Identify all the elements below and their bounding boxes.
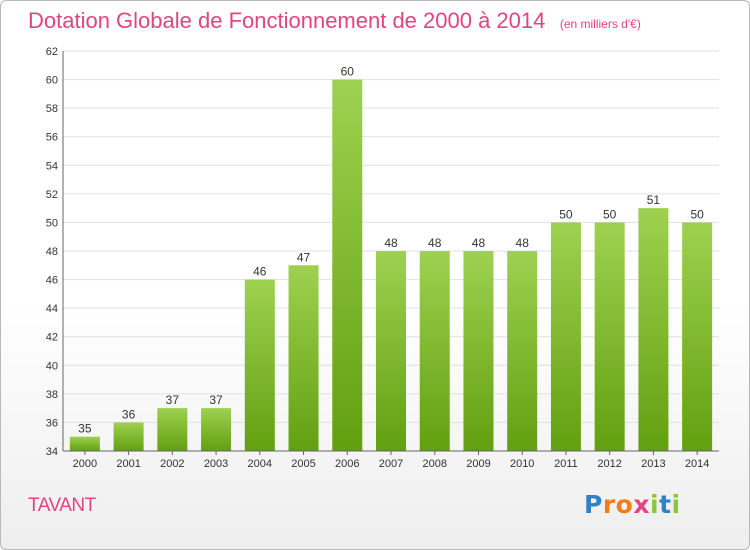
bar-value-label: 35 (78, 422, 92, 436)
bar-value-label: 48 (428, 236, 442, 250)
logo-letter: r (602, 490, 616, 519)
y-tick-label: 52 (46, 189, 58, 201)
bar-value-label: 37 (166, 393, 180, 407)
logo-letter: i (650, 490, 660, 519)
x-tick-label: 2014 (685, 458, 709, 470)
y-tick-label: 36 (46, 417, 58, 429)
bar (201, 408, 232, 451)
bar (638, 208, 669, 451)
logo-letter: x (633, 490, 650, 519)
bar (332, 79, 363, 452)
bar (157, 408, 188, 451)
bar-value-label: 47 (297, 250, 311, 264)
logo-letter: t (659, 490, 672, 519)
x-tick-label: 2007 (379, 458, 403, 470)
bar-value-label: 37 (209, 393, 223, 407)
bar (288, 265, 319, 451)
bar (69, 436, 100, 451)
x-tick-label: 2012 (597, 458, 621, 470)
y-tick-label: 48 (46, 246, 58, 258)
y-tick-label: 44 (46, 303, 58, 315)
y-tick-label: 42 (46, 332, 58, 344)
x-tick-label: 2003 (204, 458, 228, 470)
x-tick-label: 2002 (160, 458, 184, 470)
logo-letter: o (615, 490, 634, 519)
x-tick-label: 2005 (291, 458, 315, 470)
y-tick-label: 38 (46, 389, 58, 401)
bar-value-label: 48 (384, 236, 398, 250)
x-tick-label: 2009 (466, 458, 490, 470)
y-tick-label: 60 (46, 75, 58, 87)
x-tick-label: 2008 (422, 458, 446, 470)
chart-title-unit: (en milliers d'€) (559, 17, 641, 31)
bar-value-label: 60 (341, 65, 355, 79)
bar-value-label: 51 (647, 193, 661, 207)
bar (419, 251, 450, 451)
bar-value-label: 50 (603, 207, 617, 221)
y-tick-label: 58 (46, 103, 58, 115)
bar (463, 251, 494, 451)
y-tick-label: 50 (46, 217, 58, 229)
bar-value-label: 46 (253, 265, 267, 279)
y-tick-label: 40 (46, 360, 58, 372)
bar (507, 251, 538, 451)
logo-letter: i (671, 490, 681, 519)
y-tick-label: 54 (46, 160, 58, 172)
bar-value-label: 48 (516, 236, 530, 250)
bar-value-label: 36 (122, 407, 136, 421)
x-tick-label: 2001 (116, 458, 140, 470)
y-tick-label: 46 (46, 275, 58, 287)
bar (376, 251, 406, 451)
y-tick-label: 62 (46, 46, 58, 58)
bar (682, 222, 713, 451)
logo-letter: P (584, 490, 603, 519)
chart-title-main: Dotation Globale de Fonctionnement de 20… (28, 8, 546, 33)
bar (244, 279, 275, 451)
proxiti-logo: Proxiti (584, 490, 681, 519)
x-tick-label: 2010 (510, 458, 534, 470)
chart-title: Dotation Globale de Fonctionnement de 20… (28, 8, 641, 34)
x-tick-label: 2004 (248, 458, 272, 470)
bar-value-label: 48 (472, 236, 486, 250)
bar (594, 222, 625, 451)
x-tick-label: 2013 (641, 458, 665, 470)
x-tick-label: 2000 (73, 458, 97, 470)
commune-name: TAVANT (28, 495, 96, 516)
x-tick-label: 2011 (554, 458, 578, 470)
bar-value-label: 50 (690, 207, 704, 221)
y-tick-label: 34 (46, 446, 58, 458)
bar-value-label: 50 (559, 207, 573, 221)
y-tick-label: 56 (46, 132, 58, 144)
bar (113, 422, 144, 451)
bar (550, 222, 581, 451)
x-tick-label: 2006 (335, 458, 359, 470)
